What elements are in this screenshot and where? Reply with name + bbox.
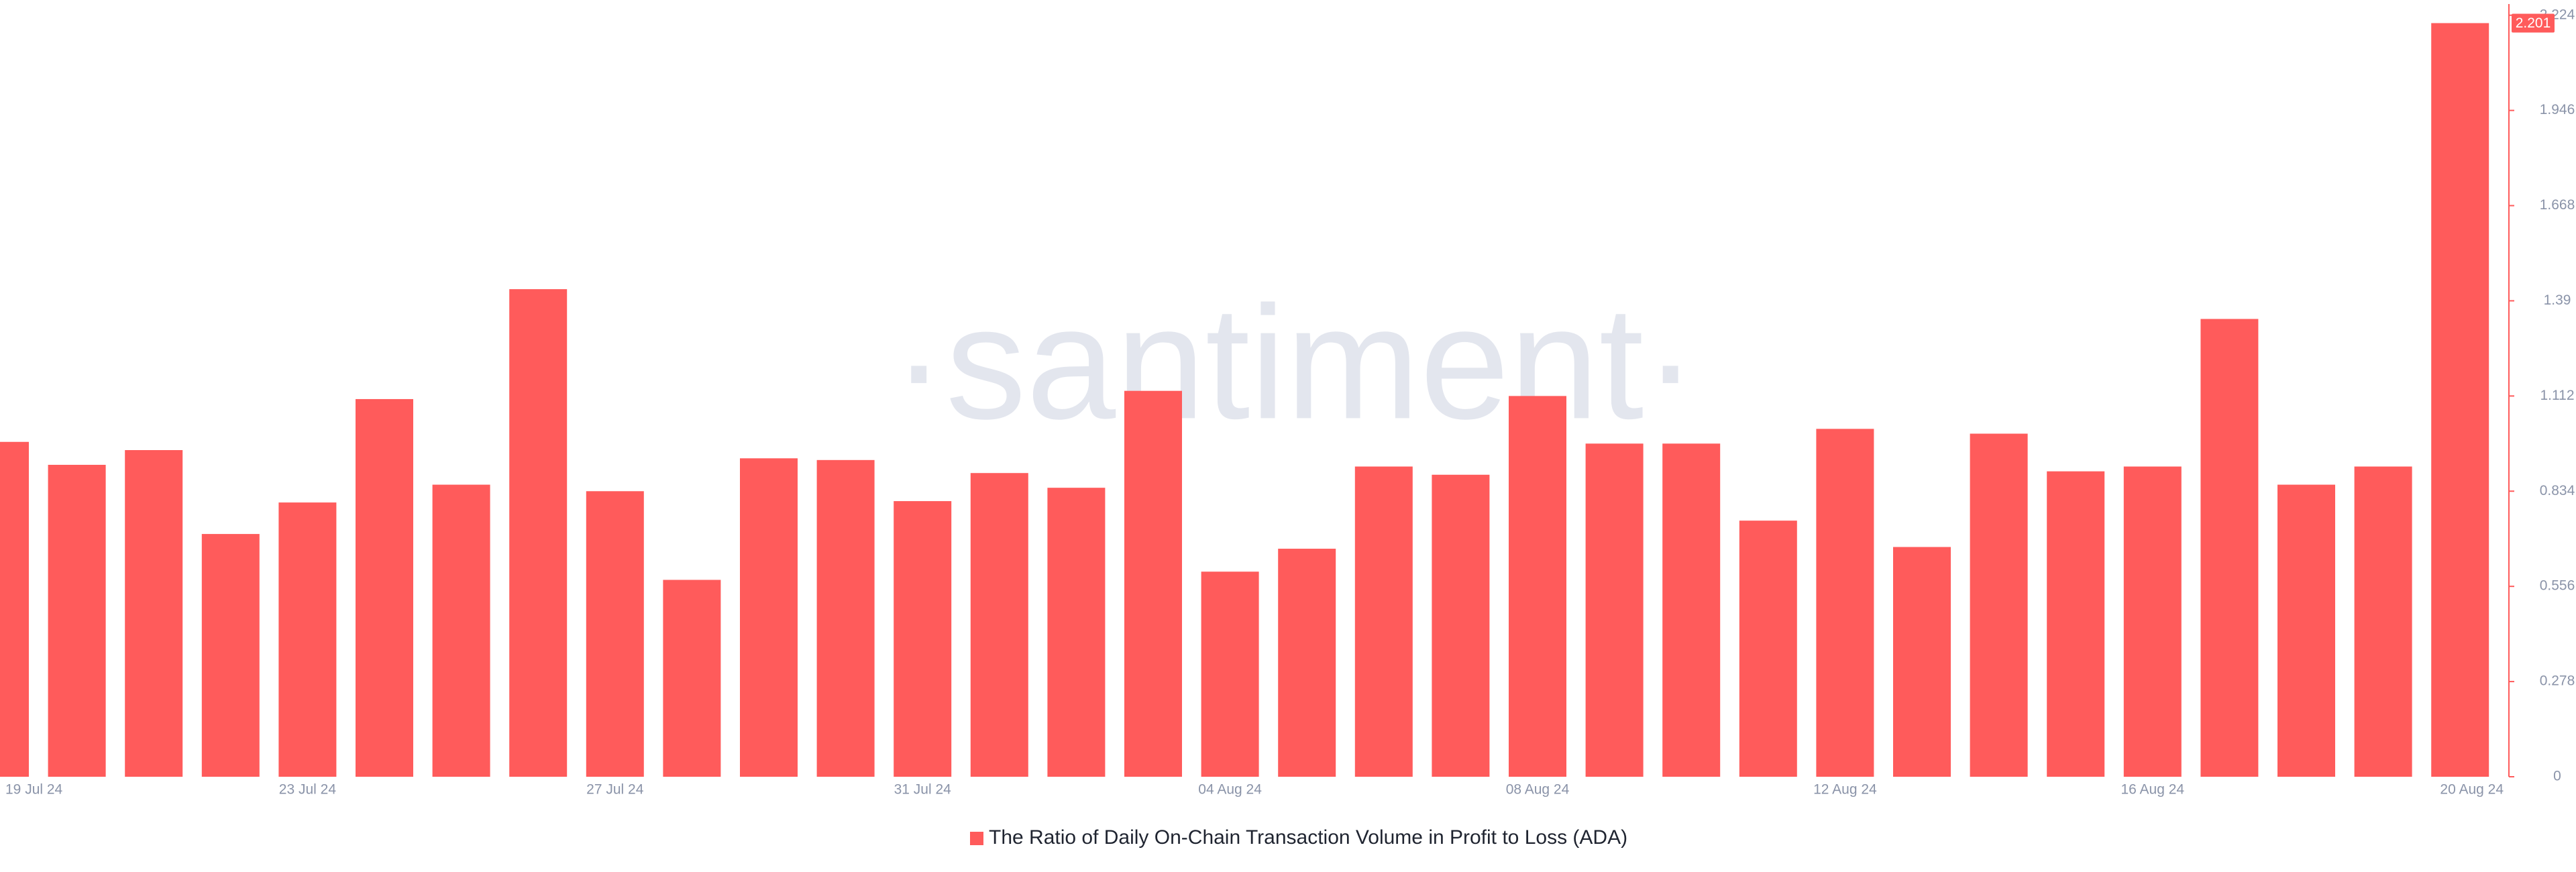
y-tick-label: 1.946 [2540, 102, 2575, 117]
bar [1893, 547, 1951, 777]
x-tick-label: 08 Aug 24 [1506, 782, 1570, 798]
y-tick-label: 0.834 [2540, 483, 2575, 498]
bar [894, 501, 952, 777]
legend-label: The Ratio of Daily On-Chain Transaction … [989, 826, 1627, 849]
bar [1047, 488, 1106, 777]
y-tick-label: 1.668 [2540, 197, 2575, 213]
bar [2431, 23, 2489, 777]
bar [356, 398, 413, 777]
y-tick-label: 1.39 [2544, 292, 2571, 308]
bar [48, 464, 106, 777]
x-tick-label: 04 Aug 24 [1198, 782, 1262, 798]
bar [1509, 396, 1566, 777]
bar [1739, 521, 1797, 777]
bar [2200, 319, 2259, 777]
bar [2277, 484, 2335, 777]
bar [2354, 466, 2412, 777]
bar [816, 459, 875, 777]
bar [125, 450, 183, 777]
y-tick-label: 0.556 [2540, 578, 2575, 594]
last-value-label: 2.201 [2516, 15, 2551, 31]
bar [663, 580, 721, 777]
y-tick-label: 0 [2553, 769, 2561, 784]
bar [2047, 471, 2105, 777]
x-tick-label: 16 Aug 24 [2121, 782, 2185, 798]
bar [586, 491, 644, 777]
bar [201, 534, 260, 777]
bar [0, 441, 29, 777]
bar [1816, 429, 1874, 777]
y-tick-label: 0.278 [2540, 673, 2575, 689]
bar [1201, 571, 1259, 777]
last-value-badge [2512, 13, 2555, 33]
bar [1970, 433, 2028, 777]
bar [2123, 466, 2182, 777]
x-tick-label: 27 Jul 24 [586, 782, 644, 798]
bar [1585, 443, 1644, 777]
x-tick-label: 19 Jul 24 [5, 782, 63, 798]
bar [740, 458, 798, 777]
bar [1124, 390, 1182, 777]
legend-swatch [970, 832, 983, 845]
bar [970, 473, 1028, 777]
bar [278, 502, 337, 777]
bar [1432, 474, 1490, 777]
x-tick-label: 31 Jul 24 [894, 782, 952, 798]
y-tick-label: 1.112 [2540, 388, 2575, 403]
bar [1278, 549, 1336, 777]
x-tick-label: 20 Aug 24 [2440, 782, 2504, 798]
bar [1354, 466, 1413, 777]
bar [509, 289, 568, 777]
watermark: ·santiment· [892, 272, 1697, 452]
bar [432, 484, 490, 777]
x-tick-label: 12 Aug 24 [1813, 782, 1877, 798]
bar [1662, 443, 1721, 777]
x-tick-label: 23 Jul 24 [279, 782, 337, 798]
